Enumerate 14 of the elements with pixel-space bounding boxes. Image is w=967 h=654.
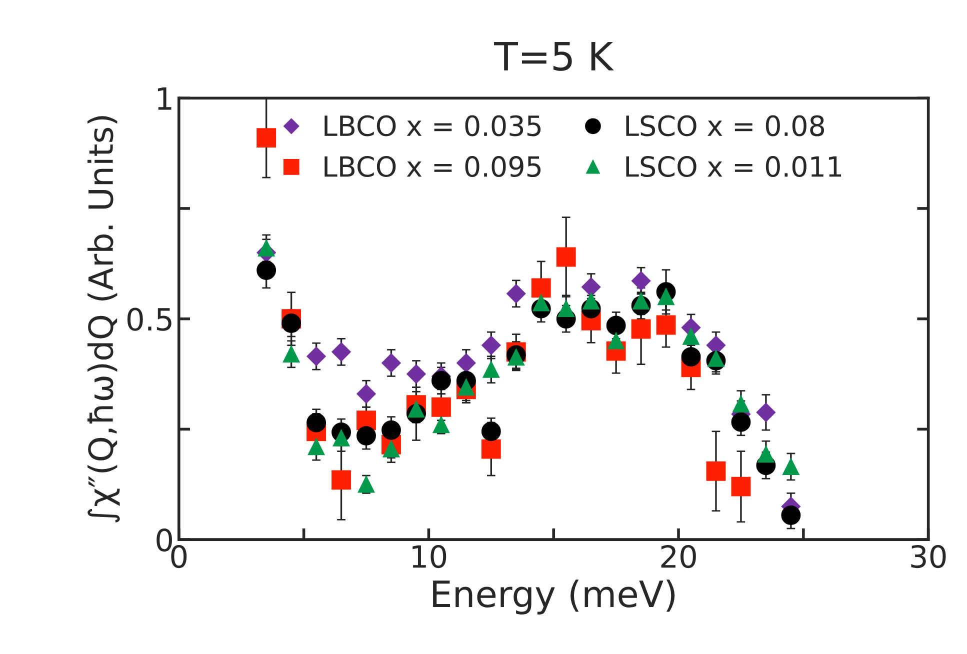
legend-label: LBCO x = 0.095	[324, 156, 541, 178]
legend-label: LSCO x = 0.011	[626, 156, 842, 178]
y-tick-label: 0.5	[127, 308, 172, 331]
x-tick-label: 0	[171, 544, 187, 568]
x-tick-label: 10	[412, 544, 446, 568]
y-tick-label: 0	[156, 528, 172, 552]
legend-label: LSCO x = 0.08	[626, 115, 824, 136]
y-tick-label: 1	[158, 87, 172, 110]
chart-title: T=5 K	[494, 42, 614, 71]
x-tick-label: 30	[911, 544, 946, 568]
x-axis-title: Energy (meV)	[433, 580, 675, 614]
legend-label: LBCO x = 0.035	[324, 115, 541, 136]
y-axis-title: ∫χ″(Q,ħω)dQ (Arb. Units)	[87, 116, 120, 522]
x-tick-label: 20	[661, 544, 696, 568]
